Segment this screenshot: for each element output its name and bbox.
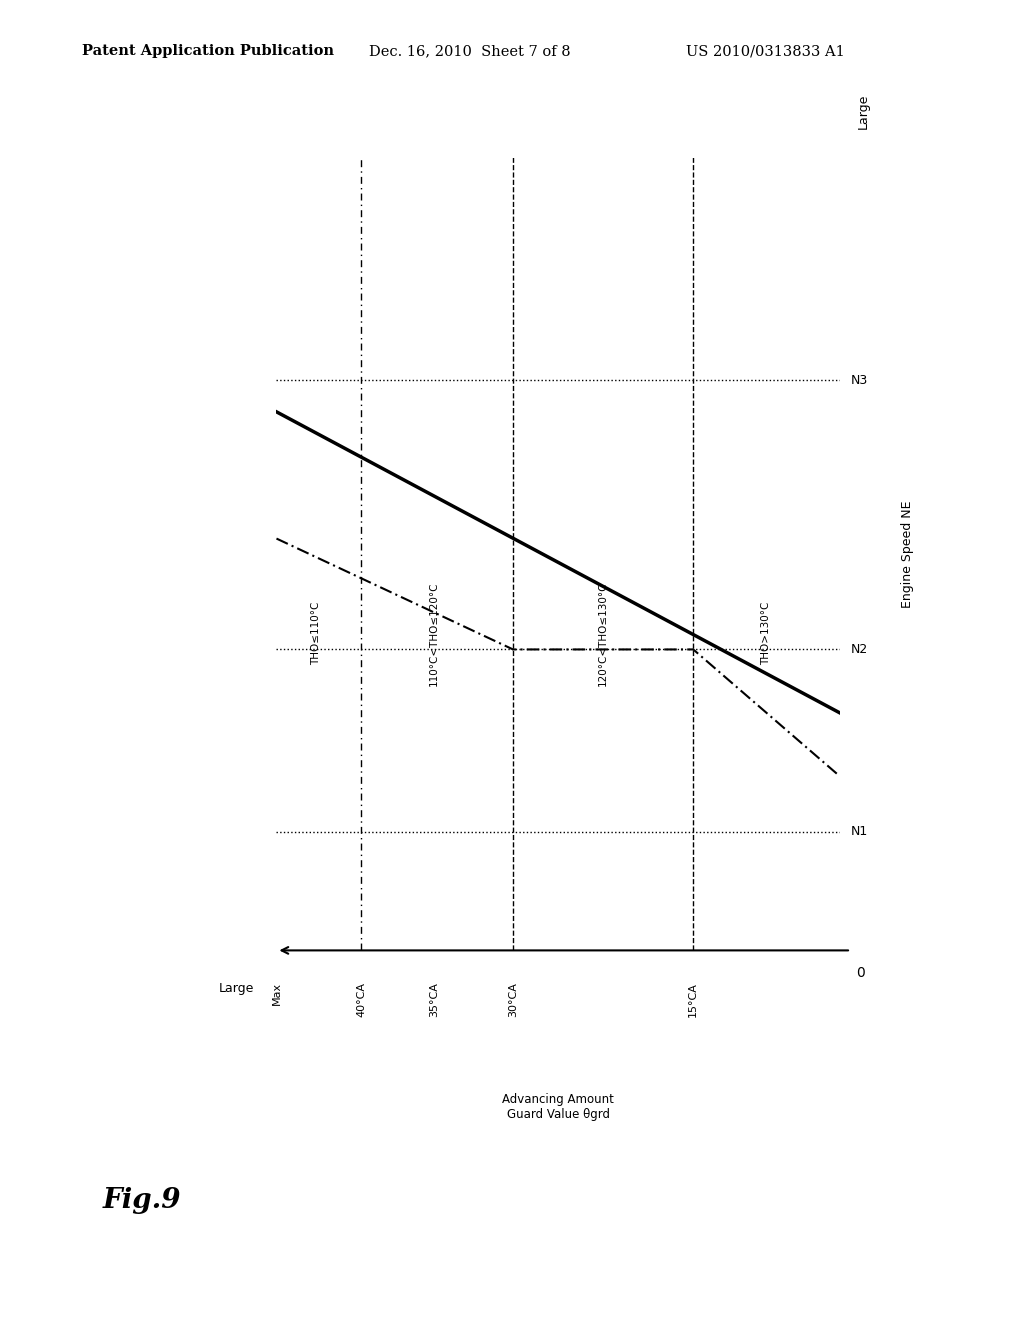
Text: US 2010/0313833 A1: US 2010/0313833 A1 [686, 45, 845, 58]
Text: 120°C<THO≤130°C: 120°C<THO≤130°C [598, 581, 608, 686]
Text: Fig.9: Fig.9 [102, 1187, 181, 1214]
Text: Patent Application Publication: Patent Application Publication [82, 45, 334, 58]
Text: N3: N3 [851, 374, 868, 387]
Text: N2: N2 [851, 643, 868, 656]
Text: Large: Large [218, 982, 254, 995]
Text: Max: Max [271, 982, 282, 1006]
Text: THO≤110°C: THO≤110°C [311, 602, 321, 665]
Text: 110°C<THO≤120°C: 110°C<THO≤120°C [429, 581, 439, 686]
Text: 30°CA: 30°CA [508, 982, 518, 1016]
Text: THO>130°C: THO>130°C [762, 602, 771, 665]
Text: 40°CA: 40°CA [356, 982, 366, 1018]
Text: N1: N1 [851, 825, 868, 838]
Text: Advancing Amount
Guard Value θgrd: Advancing Amount Guard Value θgrd [502, 1093, 614, 1121]
Text: Engine Speed NE: Engine Speed NE [901, 500, 913, 609]
Text: 35°CA: 35°CA [429, 982, 439, 1016]
Text: Large: Large [857, 94, 869, 128]
Text: 0: 0 [857, 966, 865, 981]
Text: 15°CA: 15°CA [688, 982, 698, 1016]
Text: Dec. 16, 2010  Sheet 7 of 8: Dec. 16, 2010 Sheet 7 of 8 [369, 45, 570, 58]
